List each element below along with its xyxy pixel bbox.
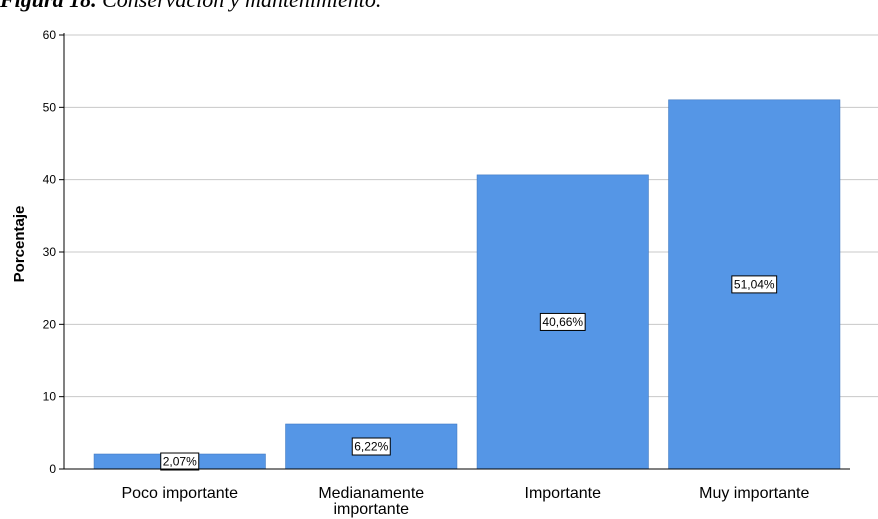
data-label-box <box>731 275 778 294</box>
x-tick-label: Poco importante <box>121 485 238 502</box>
figure-caption: Figura 18. Conservación y mantenimiento. <box>0 0 381 13</box>
figure-caption-text: Conservación y mantenimiento. <box>102 0 381 12</box>
y-tick-label: 30 <box>43 245 57 259</box>
data-label-box <box>160 452 200 471</box>
data-label: 2,07% <box>163 455 197 469</box>
y-axis: 0 10 20 30 40 50 60 <box>43 28 65 476</box>
data-label-box <box>539 312 586 331</box>
x-tick-label: importante <box>333 501 409 518</box>
y-tick-label: 50 <box>43 100 57 114</box>
data-labels: 2,07% 6,22% 40,66% 51,04% <box>160 275 778 471</box>
x-tick-label: Medianamente <box>318 485 424 502</box>
y-axis-title: Porcentaje <box>11 206 28 283</box>
data-label: 40,66% <box>542 315 583 329</box>
y-tick-label: 20 <box>43 317 57 331</box>
data-label: 6,22% <box>354 440 388 454</box>
y-tick-label: 10 <box>43 390 57 404</box>
y-tick-label: 0 <box>49 462 56 476</box>
data-label: 51,04% <box>734 277 775 291</box>
y-tick-label: 40 <box>43 173 57 187</box>
bars <box>93 99 841 470</box>
data-label-box <box>351 437 391 456</box>
figure-caption-label: Figura 18. <box>0 0 97 12</box>
x-tick-label: Muy importante <box>699 485 809 502</box>
x-tick-label: Importante <box>525 485 602 502</box>
y-tick-label: 60 <box>43 28 57 42</box>
